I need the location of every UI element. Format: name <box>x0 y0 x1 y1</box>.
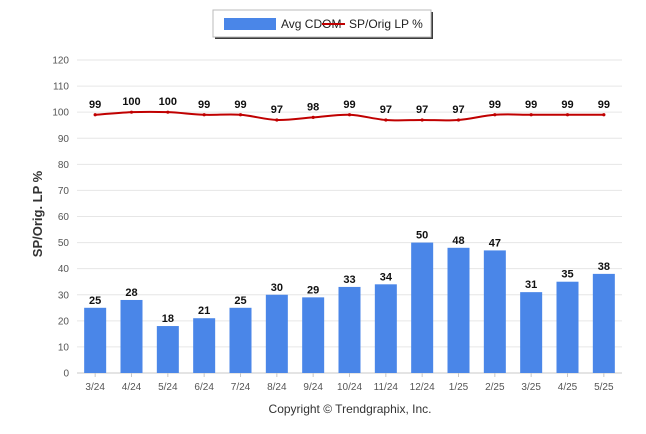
y-tick-label: 70 <box>58 186 70 197</box>
line-point <box>384 118 388 122</box>
x-tick-label: 12/24 <box>410 382 435 393</box>
line-point <box>493 113 497 117</box>
line-data-label: 99 <box>89 99 101 111</box>
copyright-footer: Copyright © Trendgraphix, Inc. <box>269 402 432 416</box>
line-data-label: 97 <box>380 104 392 116</box>
line-point <box>238 113 243 117</box>
line-point <box>347 113 352 117</box>
line-data-label: 97 <box>271 104 283 116</box>
bar <box>84 307 107 373</box>
bar <box>156 326 179 373</box>
line-point <box>93 113 97 117</box>
line-point <box>202 113 206 117</box>
y-axis-title: SP/Orig. LP % <box>30 170 45 257</box>
y-tick-label: 80 <box>58 160 70 171</box>
line-point <box>602 113 606 117</box>
bar-data-label: 31 <box>525 279 537 291</box>
y-tick-label: 40 <box>58 264 70 275</box>
y-tick-label: 20 <box>58 316 70 327</box>
line-point <box>420 118 424 122</box>
line-data-label: 99 <box>489 99 501 111</box>
line-point <box>529 113 533 117</box>
line-point <box>166 110 170 114</box>
x-tick-label: 11/24 <box>374 382 399 393</box>
bar <box>120 299 143 373</box>
bar <box>556 281 579 373</box>
y-tick-label: 30 <box>58 290 70 301</box>
line-data-label: 99 <box>234 99 246 111</box>
bar <box>338 286 361 373</box>
x-tick-label: 8/24 <box>267 382 287 393</box>
y-tick-label: 50 <box>58 238 70 249</box>
line-point <box>275 118 279 122</box>
x-tick-label: 4/25 <box>558 382 578 393</box>
x-tick-label: 4/24 <box>122 382 142 393</box>
line-data-label: 98 <box>307 101 319 113</box>
legend-label-line: SP/Orig LP % <box>349 17 423 31</box>
bar-data-label: 38 <box>598 261 610 273</box>
line-point <box>129 110 134 114</box>
line-data-label: 99 <box>525 99 537 111</box>
bar <box>374 284 397 373</box>
legend: Avg CDOM SP/Orig LP % <box>212 9 433 39</box>
bar-data-label: 34 <box>380 271 393 283</box>
line-data-label: 100 <box>122 96 140 108</box>
x-tick-label: 1/25 <box>449 382 469 393</box>
line-point <box>456 118 461 122</box>
y-tick-label: 90 <box>58 134 70 145</box>
bar <box>411 242 434 373</box>
y-tick-label: 60 <box>58 212 70 223</box>
x-tick-label: 9/24 <box>303 382 323 393</box>
bar-data-label: 50 <box>416 230 428 242</box>
y-tick-label: 110 <box>53 82 69 93</box>
line-data-label: 99 <box>598 99 610 111</box>
y-tick-label: 100 <box>52 108 69 119</box>
x-tick-label: 3/24 <box>85 382 105 393</box>
bar <box>193 318 216 373</box>
legend-label-bar: Avg CDOM <box>281 17 341 31</box>
bar-data-label: 35 <box>561 269 573 281</box>
x-tick-label: 10/24 <box>337 382 362 393</box>
x-tick-label: 2/25 <box>485 382 505 393</box>
line-point <box>565 113 570 117</box>
data-labels: 25 28 18 21 25 30 29 33 34 50 48 47 31 35 38 99 100 100 99… <box>89 96 610 325</box>
bar <box>520 292 543 373</box>
line-data-label: 99 <box>561 99 573 111</box>
bar-data-label: 48 <box>452 235 464 247</box>
bar <box>265 294 288 373</box>
bar-data-label: 33 <box>343 274 355 286</box>
bar-data-label: 18 <box>162 313 174 325</box>
bar <box>447 247 470 373</box>
line-data-label: 97 <box>452 104 464 116</box>
x-tick-label: 5/24 <box>158 382 178 393</box>
line-point <box>311 115 315 119</box>
y-tick-label: 0 <box>63 369 69 380</box>
bar-data-label: 28 <box>125 287 137 299</box>
bar <box>302 297 325 373</box>
y-tick-label: 10 <box>58 342 70 353</box>
bar <box>592 273 615 373</box>
x-tick-label: 3/25 <box>521 382 541 393</box>
legend-swatch-bar <box>224 18 276 30</box>
bar <box>229 307 252 373</box>
line-data-label: 100 <box>159 96 177 108</box>
line-series <box>93 110 606 122</box>
line-data-label: 99 <box>198 99 210 111</box>
line-data-label: 97 <box>416 104 428 116</box>
bar-data-label: 30 <box>271 282 283 294</box>
x-tick-label: 5/25 <box>594 382 614 393</box>
bar-data-label: 29 <box>307 284 319 296</box>
y-tick-label: 120 <box>52 56 69 67</box>
bar-data-label: 25 <box>89 295 101 307</box>
bar-data-label: 25 <box>234 295 246 307</box>
line-data-label: 99 <box>343 99 355 111</box>
bar-series <box>84 242 615 373</box>
bar <box>483 250 506 373</box>
x-tick-label: 6/24 <box>194 382 214 393</box>
bar-data-label: 47 <box>489 237 501 249</box>
x-tick-label: 7/24 <box>231 382 251 393</box>
bar-data-label: 21 <box>198 305 210 317</box>
